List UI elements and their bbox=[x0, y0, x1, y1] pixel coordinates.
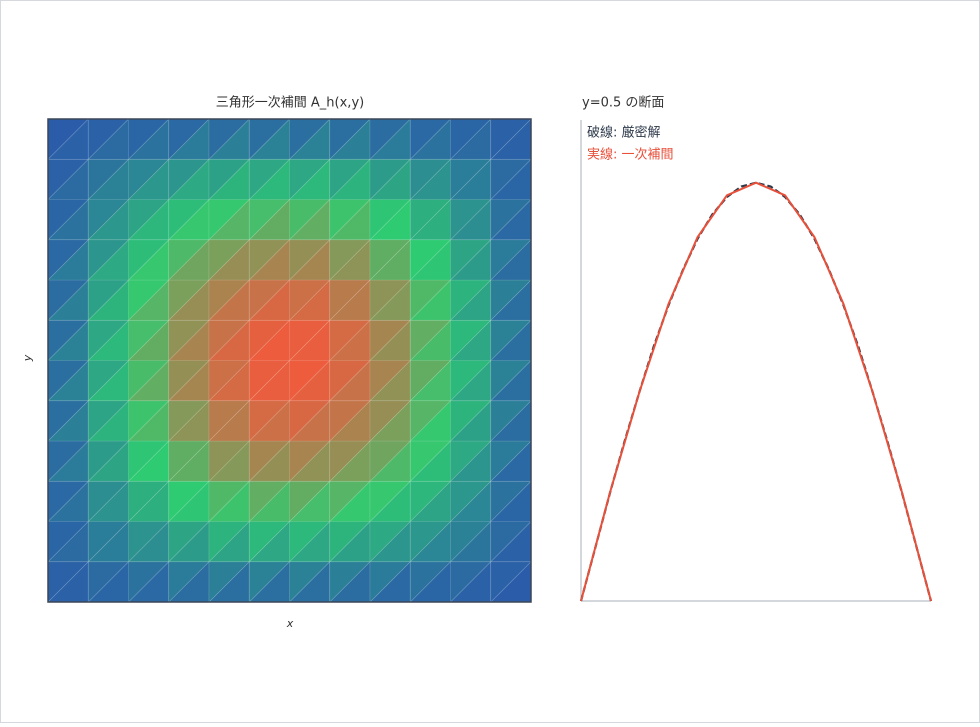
mesh-border bbox=[47, 118, 532, 603]
mesh bbox=[47, 118, 532, 603]
heatmap-title: 三角形一次補間 A_h(x,y) bbox=[216, 95, 364, 111]
x-axis-label: x bbox=[286, 617, 294, 630]
y-axis-label: y bbox=[21, 354, 34, 362]
legend-entry: 実線: 一次補間 bbox=[587, 147, 674, 163]
series-line bbox=[580, 181, 932, 602]
legend-entry: 破線: 厳密解 bbox=[587, 125, 661, 141]
section-title: y=0.5 の断面 bbox=[582, 96, 664, 111]
